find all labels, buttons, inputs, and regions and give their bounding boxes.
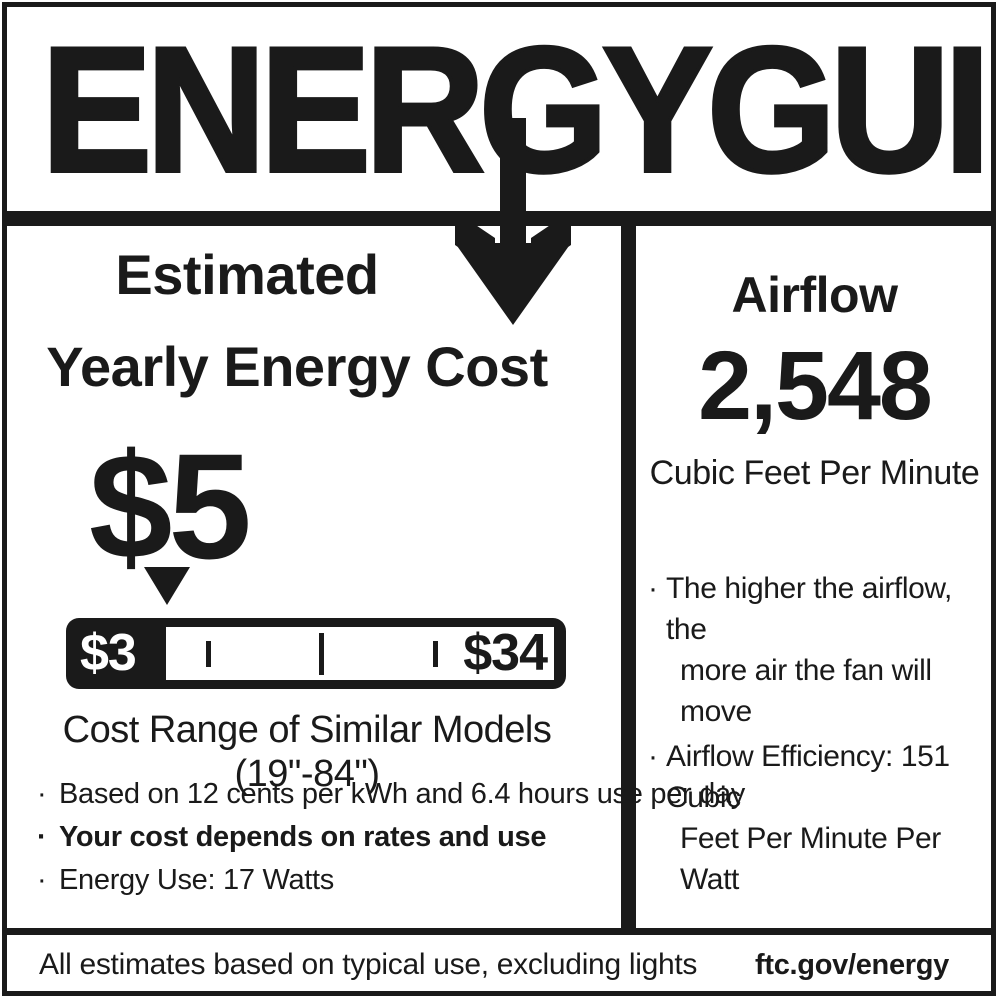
airflow-value: 2,548 [698, 331, 933, 440]
airflow-units: Cubic Feet Per Minute [649, 454, 980, 492]
left-bullet-list: · Based on 12 cents per kWh and 6.4 hour… [37, 774, 745, 903]
list-item-label: Based on 12 cents per kWh and 6.4 hours … [59, 778, 745, 810]
list-item-label-line1: Airflow Efficiency: 151 Cubic [666, 740, 950, 814]
bullet-dot-icon: · [37, 864, 47, 896]
bullet-dot-icon: · [648, 740, 658, 773]
list-item-label: Energy Use: 17 Watts [59, 864, 334, 896]
cost-range-high-value: $34 [463, 624, 548, 682]
cost-range-track: $34 [166, 627, 554, 680]
cost-range-bar: $3 $34 [66, 618, 566, 689]
footer: All estimates based on typical use, excl… [7, 935, 993, 993]
bullet-dot-icon: · [37, 821, 47, 853]
divider-horizontal-top [7, 211, 993, 226]
list-item-label-line2: Feet Per Minute Per Watt [680, 822, 941, 896]
list-item: · Your cost depends on rates and use [37, 817, 617, 858]
right-bullet-list: · The higher the airflow, the more air t… [648, 568, 993, 904]
range-tick-1 [206, 641, 211, 667]
list-item-label-line2: more air the fan will move [680, 654, 932, 728]
bullet-dot-icon: · [648, 572, 658, 605]
range-tick-3 [433, 641, 438, 667]
list-item: · Airflow Efficiency: 151 Cubic Feet Per… [648, 736, 993, 900]
list-item-label-line1: The higher the airflow, the [666, 572, 952, 646]
airflow-panel: Airflow 2,548 Cubic Feet Per Minute · Th… [636, 226, 993, 928]
estimated-yearly-cost-value: $5 [89, 422, 252, 590]
footer-note: All estimates based on typical use, excl… [39, 948, 698, 981]
bullet-dot-icon: · [37, 778, 47, 810]
down-arrow-icon-head [455, 243, 571, 325]
down-triangle-pointer-icon [144, 567, 190, 605]
list-item: · Based on 12 cents per kWh and 6.4 hour… [37, 774, 745, 815]
divider-horizontal-footer [7, 928, 993, 935]
cost-range-low-value: $3 [80, 624, 137, 682]
range-tick-2 [319, 633, 324, 675]
estimated-heading-line1: Estimated [115, 243, 379, 306]
list-item: · Energy Use: 17 Watts [37, 860, 617, 901]
divider-vertical [621, 226, 636, 928]
estimated-heading-line2: Yearly Energy Cost [46, 335, 548, 398]
cost-range-caption: Cost Range of Similar Models (19"-84") [62, 709, 552, 795]
down-arrow-icon-shaft [500, 118, 526, 258]
airflow-heading: Airflow [731, 267, 898, 323]
list-item: · The higher the airflow, the more air t… [648, 568, 993, 732]
footer-url[interactable]: ftc.gov/energy [754, 949, 949, 981]
list-item-label: Your cost depends on rates and use [59, 821, 547, 853]
estimated-cost-panel: Estimated Yearly Energy Cost $5 $3 $34 C… [7, 226, 745, 928]
